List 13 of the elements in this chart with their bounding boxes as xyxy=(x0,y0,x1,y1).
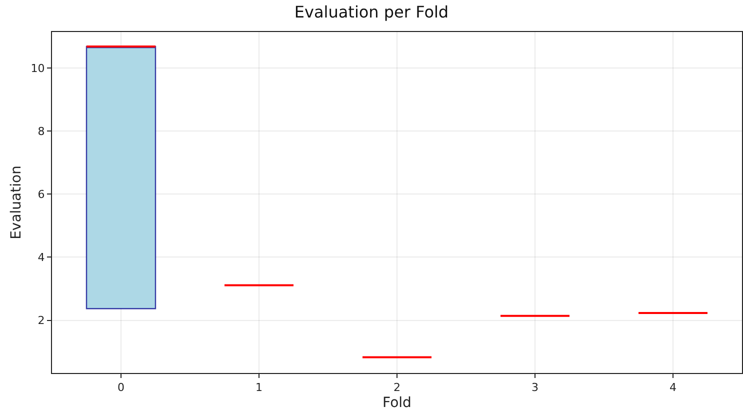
x-axis-title: Fold xyxy=(382,395,412,411)
x-tick-label: 0 xyxy=(118,381,124,394)
y-tick-label: 6 xyxy=(38,188,45,201)
y-axis-title: Evaluation xyxy=(8,166,24,240)
x-tick-label: 2 xyxy=(394,381,400,394)
y-tick-label: 10 xyxy=(30,62,45,75)
y-tick-label: 2 xyxy=(38,314,45,328)
x-tick-label: 1 xyxy=(256,381,262,394)
x-tick-label: 3 xyxy=(532,381,538,394)
x-tick-label: 4 xyxy=(670,381,676,394)
y-tick-label: 4 xyxy=(38,251,45,264)
chart-title: Evaluation per Fold xyxy=(294,2,449,22)
y-tick-label: 8 xyxy=(38,124,45,138)
